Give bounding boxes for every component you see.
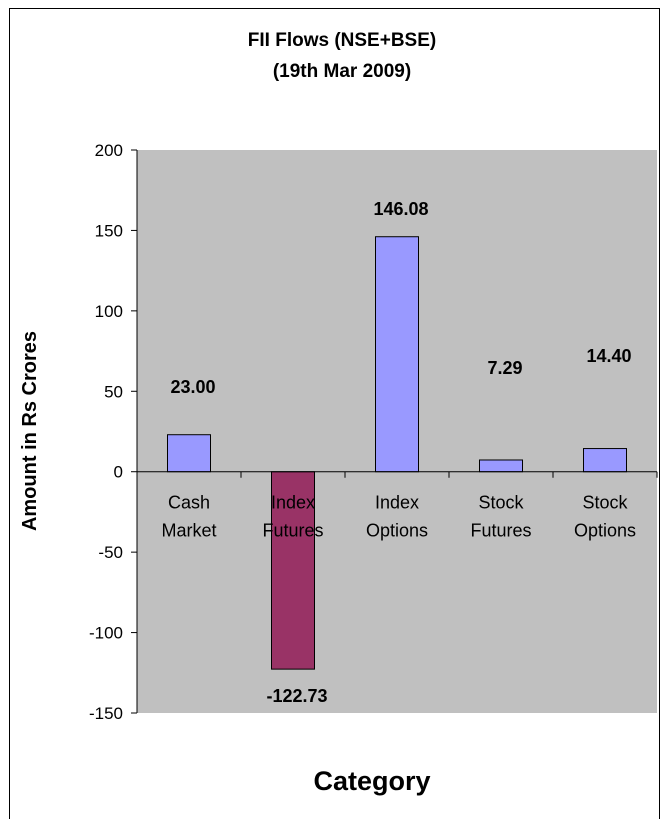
category-label: Stock [582,493,628,513]
y-tick-label: 100 [95,302,123,321]
y-axis-ticks: 200 150 100 50 0 -50 -100 -150 [89,141,138,723]
data-label: -122.73 [266,686,327,706]
y-tick-label: -100 [89,624,123,643]
bars [136,236,658,670]
y-tick-label: -150 [89,704,123,723]
y-axis-title: Amount in Rs Crores [19,331,41,531]
chart-title-line-1: FII Flows (NSE+BSE) [248,30,436,51]
category-label: Options [574,521,636,541]
category-label: Futures [262,521,323,541]
y-tick-label: 200 [95,141,123,160]
x-axis-title: Category [313,766,430,796]
y-tick-label: 150 [95,221,123,240]
bar [271,471,315,670]
data-label: 7.29 [487,358,522,378]
category-label: Stock [478,493,524,513]
bar [375,236,419,473]
category-label: Cash [168,493,210,513]
category-label: Index [375,493,419,513]
data-label: 23.00 [170,377,215,397]
data-labels: 23.00 -122.73 146.08 7.29 14.40 [170,199,631,706]
category-label: Options [366,521,428,541]
category-label: Futures [470,521,531,541]
y-tick-label: 0 [114,463,123,482]
data-label: 14.40 [586,346,631,366]
bar [583,448,627,473]
y-tick-label: 50 [104,382,123,401]
data-label: 146.08 [373,199,428,219]
bar [479,459,523,473]
y-tick-label: -50 [98,543,123,562]
category-labels: Cash Market Index Futures Index Options Stock F… [161,493,636,541]
category-label: Market [161,521,216,541]
category-label: Index [271,493,315,513]
chart-title-line-2: (19th Mar 2009) [273,61,411,82]
bar [167,434,211,473]
